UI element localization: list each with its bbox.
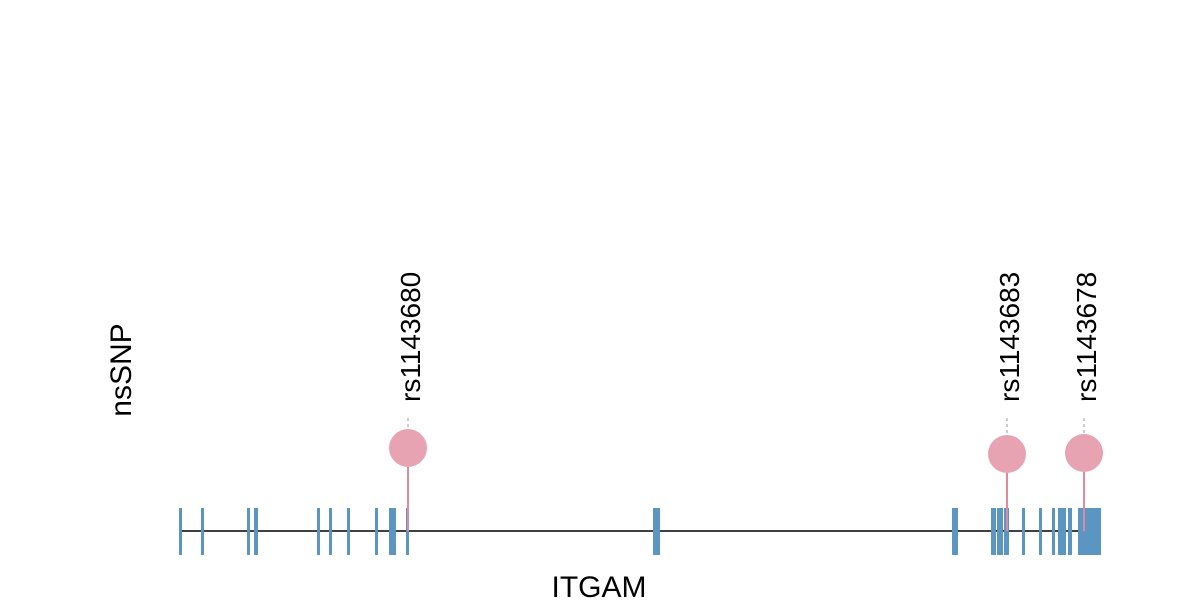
snp-marker [988,435,1026,473]
exon-18 [1039,508,1042,555]
exon-27 [1094,508,1096,555]
exon-20 [1058,508,1063,555]
exon-9 [389,508,393,555]
exon-6 [329,508,332,555]
exon-17 [1022,508,1025,555]
exon-16 [1004,508,1009,555]
track-label: nsSNP [105,323,138,416]
snp-marker [1065,434,1103,472]
exon-11 [406,508,409,555]
exon-8 [375,508,378,555]
exon-13 [952,508,958,555]
exon-7 [347,508,350,555]
exon-track [179,508,1101,555]
snp-marker [389,429,427,467]
snp-label: rs1143680 [395,272,426,402]
snp-label: rs1143683 [994,272,1025,402]
exon-28 [1096,508,1098,555]
exon-5 [317,508,320,555]
exon-1 [179,508,182,555]
exon-23 [1078,508,1082,555]
exon-29 [1098,508,1100,555]
snp-label: rs1143678 [1071,272,1102,402]
exon-30 [1086,508,1088,555]
exon-22 [1068,508,1072,555]
exon-24 [1083,508,1088,555]
snp-track: rs1143680 rs1143683 rs1143678 [389,272,1103,531]
gene-label: ITGAM [552,571,647,600]
exon-31 [1081,508,1083,555]
exon-3 [247,508,250,555]
exon-21 [1063,508,1066,555]
exon-2 [201,508,204,555]
exon-15 [997,508,1003,555]
exon-12 [653,508,660,555]
exon-14 [991,508,996,555]
exon-10 [393,508,396,555]
exon-4 [254,508,258,555]
exon-19 [1052,508,1055,555]
exon-26 [1092,508,1094,555]
